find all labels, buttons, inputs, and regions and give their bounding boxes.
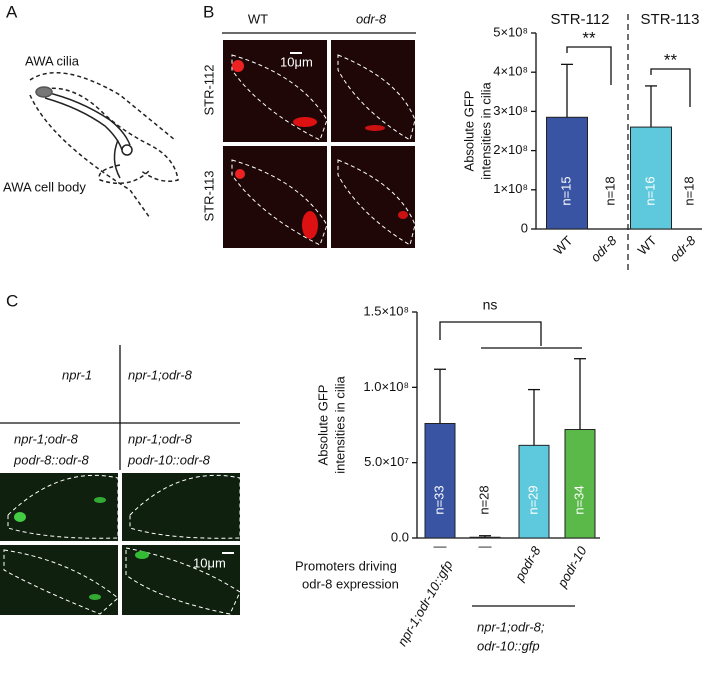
significance-label: ns xyxy=(483,297,498,313)
strain-label: odr-10::gfp xyxy=(477,638,540,653)
n-label: n=29 xyxy=(525,485,540,514)
diagram-label: AWA cell body xyxy=(3,179,86,194)
y-tick-label: 3×10⁸ xyxy=(493,103,528,118)
x-tick-label: — xyxy=(479,538,492,553)
micrographs-red xyxy=(223,40,416,248)
micrographs-green xyxy=(0,473,241,615)
y-axis-label: Absolute GFP xyxy=(315,385,330,466)
y-tick-label: 1.0×10⁸ xyxy=(363,379,409,394)
bar xyxy=(564,429,596,539)
x-axis-title: Promoters driving xyxy=(295,558,397,573)
diagram-label: AWA cilia xyxy=(25,53,80,68)
genotype-label: podr-8::odr-8 xyxy=(13,452,89,467)
genotype-label: npr-1 xyxy=(62,367,92,382)
genotype-label: npr-1;odr-8 xyxy=(128,431,193,446)
column-label: odr-8 xyxy=(356,11,387,26)
x-tick-label: podr-8 xyxy=(511,543,544,584)
strain-label: npr-1;odr-8; xyxy=(477,619,545,634)
bar xyxy=(546,116,588,230)
panel-label: C xyxy=(6,291,18,310)
y-tick-label: 5×10⁸ xyxy=(493,24,528,39)
genotype-label: npr-1;odr-8 xyxy=(128,367,193,382)
significance-label: ** xyxy=(582,28,596,47)
column-label: WT xyxy=(248,11,268,26)
y-tick-label: 4×10⁸ xyxy=(493,64,528,79)
y-axis-label: intensities in cilia xyxy=(332,375,347,473)
n-label: n=18 xyxy=(602,176,617,205)
genotype-label: npr-1;odr-8 xyxy=(14,431,79,446)
y-tick-label: 5.0×10⁷ xyxy=(364,454,409,469)
x-tick-label: odr-8 xyxy=(667,232,699,264)
x-tick-label: WT xyxy=(635,233,660,258)
n-label: n=16 xyxy=(642,176,657,205)
n-label: n=34 xyxy=(571,485,586,514)
y-axis-label: intensities in cilia xyxy=(478,81,493,179)
genotype-label: podr-10::odr-8 xyxy=(127,452,211,467)
x-axis-title: odr-8 expression xyxy=(302,576,399,591)
significance-bracket xyxy=(439,321,542,346)
y-tick-label: 0 xyxy=(521,220,528,235)
group-label: STR-112 xyxy=(551,11,610,28)
x-tick-label: WT xyxy=(551,233,576,258)
row-label: STR-112 xyxy=(201,64,216,115)
n-label: n=15 xyxy=(558,176,573,205)
n-label: n=33 xyxy=(431,485,446,514)
y-tick-label: 2×10⁸ xyxy=(493,142,528,157)
panel-label: A xyxy=(6,2,18,21)
y-tick-label: 1×10⁸ xyxy=(493,181,528,196)
significance-label: ** xyxy=(664,50,678,69)
y-tick-label: 1.5×10⁸ xyxy=(363,303,409,318)
bar xyxy=(630,126,672,230)
worm-diagram xyxy=(29,71,179,219)
y-axis-label: Absolute GFP xyxy=(461,91,476,172)
n-label: n=28 xyxy=(476,485,491,514)
significance-bracket xyxy=(650,68,691,107)
bar xyxy=(424,422,456,539)
scale-label: 10μm xyxy=(193,555,226,570)
significance-bracket xyxy=(566,46,612,85)
n-label: n=18 xyxy=(681,176,696,205)
row-label: STR-113 xyxy=(201,170,216,221)
group-label: STR-113 xyxy=(641,11,700,28)
scale-label: 10μm xyxy=(280,54,313,69)
x-tick-label: podr-10 xyxy=(554,543,590,591)
panel-label: B xyxy=(203,2,214,21)
strain-label: npr-1;odr-10::gfp xyxy=(394,558,455,649)
x-tick-label: — xyxy=(434,538,447,553)
bar xyxy=(518,444,550,539)
y-tick-label: 0.0 xyxy=(391,529,409,544)
x-tick-label: odr-8 xyxy=(588,232,620,264)
